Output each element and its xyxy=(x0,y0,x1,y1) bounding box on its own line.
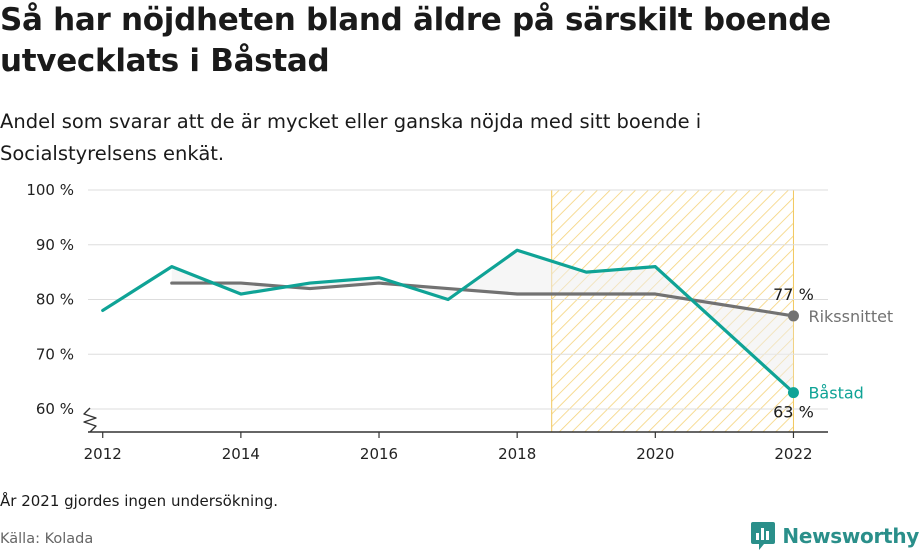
chart-subtitle: Andel som svarar att de är mycket eller … xyxy=(0,110,702,165)
y-tick-label: 100 % xyxy=(26,181,74,199)
series-value-label: 77 % xyxy=(773,285,814,304)
y-tick-label: 90 % xyxy=(36,236,74,254)
series-line-1 xyxy=(170,281,796,318)
x-tick-label: 2014 xyxy=(222,445,260,463)
x-tick-label: 2012 xyxy=(84,445,122,463)
source-text: Källa: Kolada xyxy=(0,531,94,547)
series-name-label: Båstad xyxy=(808,384,863,403)
x-tick-label: 2018 xyxy=(498,445,536,463)
x-tick-label: 2020 xyxy=(636,445,674,463)
x-tick-label: 2016 xyxy=(360,445,398,463)
line-chart: 60 % 70 % 80 % 90 % 100 % 2012 2014 2016 2018 20… xyxy=(26,181,893,463)
series-value-label: 63 % xyxy=(773,403,814,422)
brand-name: Newsworthy xyxy=(782,524,919,548)
axis-break-icon xyxy=(83,407,97,433)
y-tick-label: 70 % xyxy=(36,345,74,363)
footnote: År 2021 gjordes ingen undersökning. xyxy=(0,492,279,510)
series-end-dot xyxy=(787,387,799,399)
series-line-0 xyxy=(101,248,796,395)
y-tick-label: 80 % xyxy=(36,291,74,309)
series-end-dot xyxy=(787,310,799,322)
y-tick-label: 60 % xyxy=(36,400,74,418)
chart-title: Så har nöjdheten bland äldre på särskilt… xyxy=(0,2,831,79)
x-tick-label: 2022 xyxy=(774,445,812,463)
newsworthy-logo-icon xyxy=(751,522,776,550)
series-name-label: Rikssnittet xyxy=(808,307,893,326)
brand-logo: Newsworthy xyxy=(750,521,919,551)
